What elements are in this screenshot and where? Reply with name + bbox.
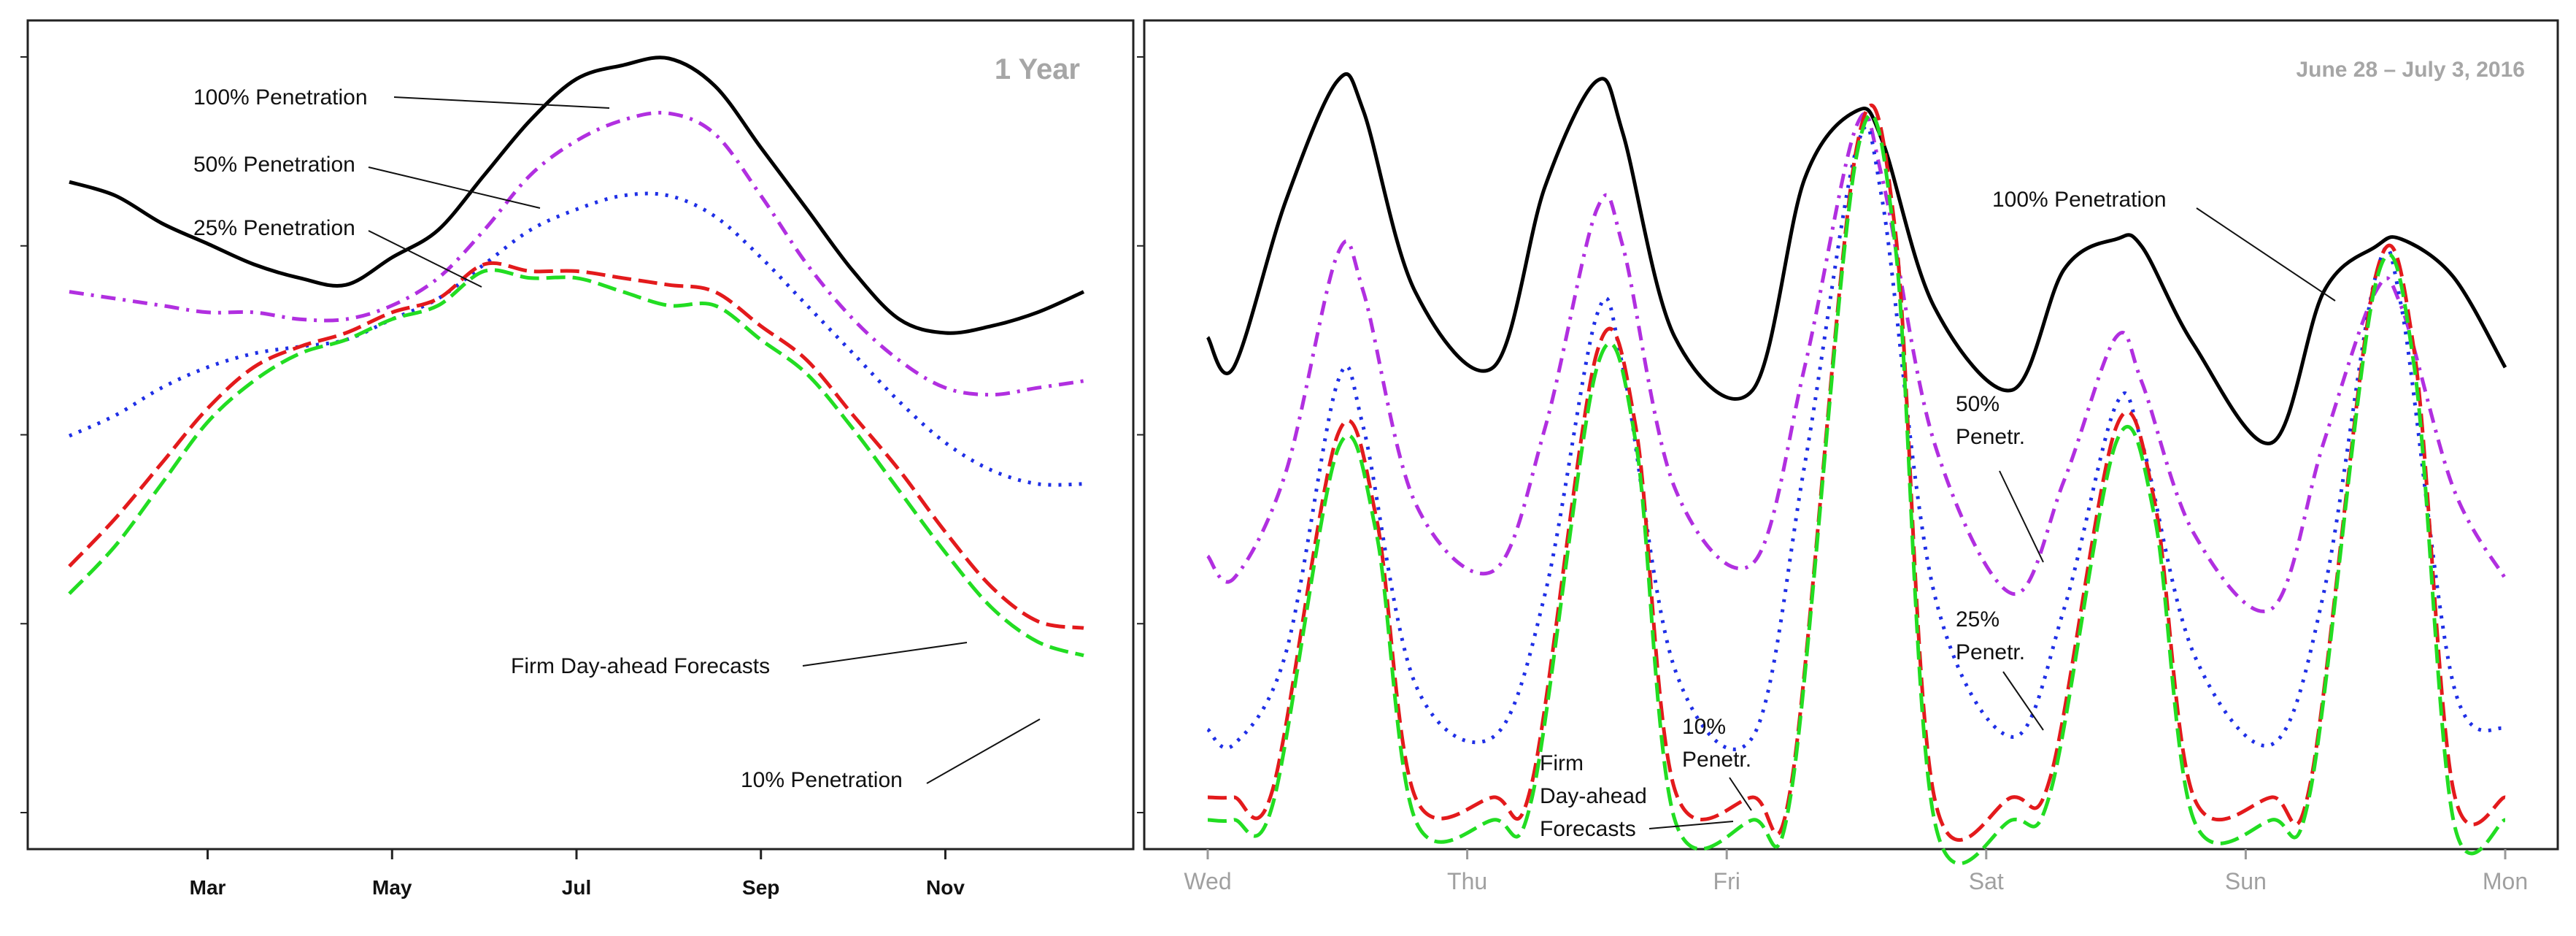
right-y-ticks [1137,56,1144,813]
left-x-tick-label: Jul [562,876,591,899]
right-annotation-firm-line2: Day-ahead [1540,784,1647,808]
right-leader-10 [1729,777,1752,811]
right-annotation-50-line1: 50% [1956,392,2000,416]
left-series-line-0 [69,55,1085,335]
left-leader-10 [926,718,1041,784]
left-y-ticks [20,56,28,813]
left-annotations [368,96,1041,784]
right-annotation-100: 100% Penetration [1992,188,2167,212]
right-panel-title: June 28 – July 3, 2016 [2296,58,2525,82]
left-annotation-10: 10% Penetration [741,768,903,792]
left-leader-25 [368,230,482,288]
right-x-tick-label: Mon [2483,868,2528,894]
left-leader-firm [802,642,968,667]
right-x-tick-label: Thu [1447,868,1487,894]
right-series-line-3 [1207,103,2506,843]
right-series-line-0 [1206,72,2507,445]
left-series-line-1 [69,110,1084,397]
left-series-line-3 [68,261,1084,630]
right-annotation-25-line1: 25% [1956,607,2000,632]
left-annotation-firm: Firm Day-ahead Forecasts [511,654,770,678]
left-panel-title: 1 Year [995,53,1080,85]
left-x-tick-label: Sep [742,876,779,899]
right-annotation-10-line1: 10% [1682,715,1726,739]
right-series-line-1 [1206,112,2507,613]
right-annotation-firm-line1: Firm [1540,751,1584,775]
left-x-tick-label: May [372,876,412,899]
left-leader-50 [368,166,541,209]
right-x-ticks: Wed Thu Fri Sat Sun Mon [1184,849,2528,894]
right-annotation-25-line2: Penetr. [1956,640,2025,664]
right-annotations [1648,207,2336,829]
right-leader-25 [2002,671,2044,731]
right-x-tick-label: Fri [1713,868,1740,894]
left-series-line-4 [68,268,1084,658]
left-plot-frame [26,19,1135,851]
left-leader-100 [393,96,610,109]
left-x-tick-label: Mar [190,876,226,899]
right-x-tick-label: Wed [1184,868,1231,894]
left-annotation-25: 25% Penetration [193,216,355,240]
left-x-tick-label: Nov [926,876,965,899]
left-annotation-50: 50% Penetration [193,153,355,177]
right-series-line-4 [1207,112,2506,866]
right-leader-firm [1648,821,1734,829]
left-series-line-2 [68,191,1084,487]
right-leader-50 [1999,470,2044,563]
left-x-ticks: Mar May Jul Sep Nov [190,849,965,899]
right-annotation-firm-line3: Forecasts [1540,817,1636,841]
right-x-tick-label: Sat [1969,868,2004,894]
right-series-group [1206,72,2507,866]
left-annotation-100: 100% Penetration [193,85,368,110]
right-annotation-50-line2: Penetr. [1956,425,2025,449]
right-series-line-2 [1206,124,2507,751]
right-annotation-10-line2: Penetr. [1682,748,1751,772]
right-x-tick-label: Sun [2225,868,2267,894]
right-leader-100 [2196,207,2336,302]
left-series-group [68,55,1085,658]
